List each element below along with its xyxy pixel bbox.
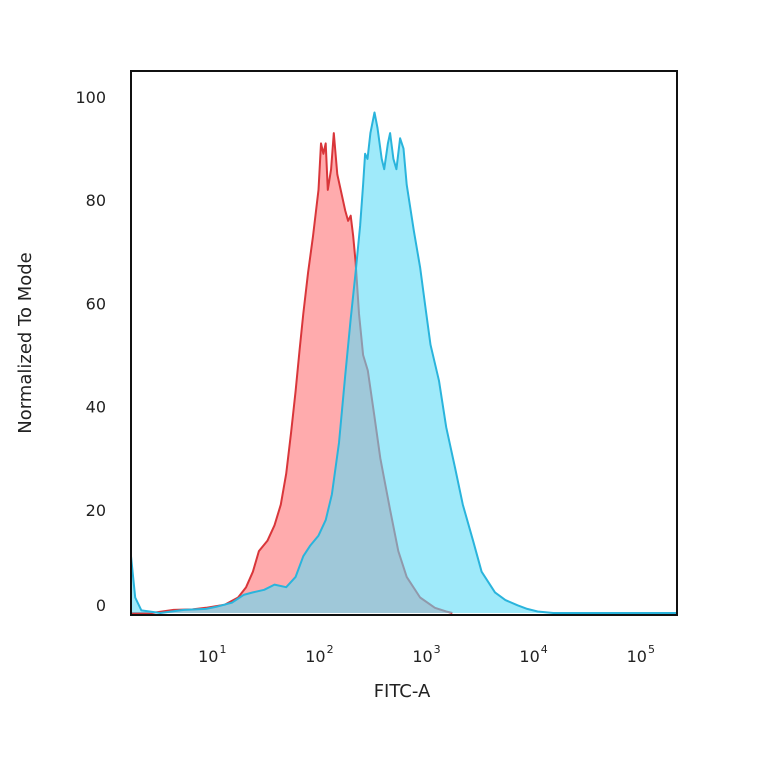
series-layer bbox=[131, 111, 677, 614]
x-tick-label: 104 bbox=[519, 643, 547, 666]
x-tick-label: 102 bbox=[305, 643, 333, 666]
histogram-fill-series-2 bbox=[131, 112, 677, 613]
x-tick-label: 105 bbox=[627, 643, 655, 666]
plot-frame bbox=[130, 70, 678, 616]
x-axis-label: FITC-A bbox=[374, 681, 431, 702]
y-axis-ticks: 0 20 40 60 80 100 bbox=[75, 88, 106, 615]
x-axis-ticks: 101 102 103 104 105 bbox=[198, 643, 655, 666]
y-tick-label: 0 bbox=[96, 596, 106, 615]
y-tick-label: 20 bbox=[86, 501, 106, 520]
y-tick-label: 100 bbox=[75, 88, 106, 107]
y-tick-label: 80 bbox=[86, 191, 106, 210]
x-tick-label: 103 bbox=[412, 643, 440, 666]
histogram-line-series-2 bbox=[131, 111, 677, 614]
y-tick-label: 60 bbox=[86, 294, 106, 313]
y-axis-label: Normalized To Mode bbox=[15, 252, 36, 434]
x-tick-label: 101 bbox=[198, 643, 226, 666]
y-tick-label: 40 bbox=[86, 398, 106, 417]
